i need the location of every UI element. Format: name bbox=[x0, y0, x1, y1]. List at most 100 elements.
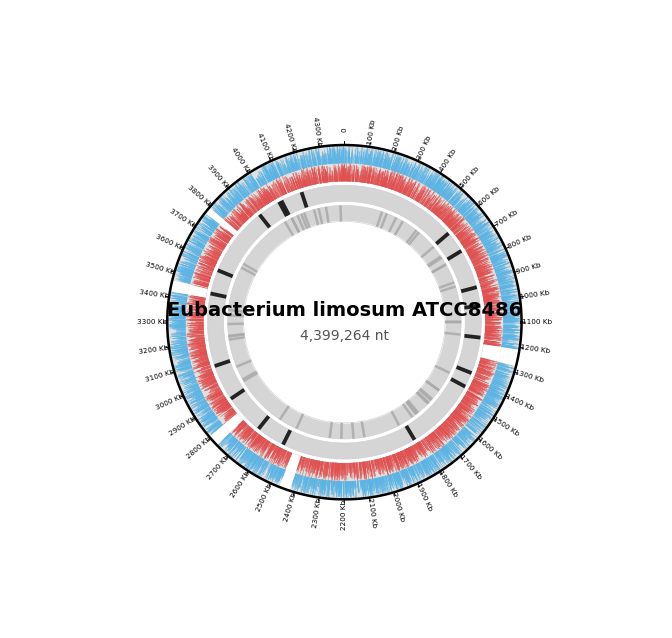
Polygon shape bbox=[476, 229, 482, 234]
Polygon shape bbox=[464, 397, 475, 404]
Polygon shape bbox=[185, 276, 192, 278]
Polygon shape bbox=[320, 156, 322, 165]
Polygon shape bbox=[471, 255, 484, 262]
Polygon shape bbox=[198, 234, 208, 241]
Polygon shape bbox=[386, 160, 389, 169]
Polygon shape bbox=[449, 198, 454, 203]
Polygon shape bbox=[231, 444, 243, 458]
Polygon shape bbox=[245, 211, 251, 218]
Polygon shape bbox=[495, 375, 507, 380]
Polygon shape bbox=[457, 233, 464, 238]
Polygon shape bbox=[175, 337, 186, 339]
Polygon shape bbox=[503, 336, 515, 338]
Polygon shape bbox=[469, 387, 480, 394]
Polygon shape bbox=[386, 457, 391, 474]
Polygon shape bbox=[185, 362, 191, 364]
Polygon shape bbox=[178, 373, 194, 378]
Polygon shape bbox=[361, 480, 362, 488]
Polygon shape bbox=[435, 365, 450, 374]
Polygon shape bbox=[245, 211, 251, 218]
Polygon shape bbox=[475, 224, 487, 232]
Polygon shape bbox=[211, 262, 216, 265]
Polygon shape bbox=[436, 211, 440, 216]
Polygon shape bbox=[312, 478, 314, 486]
Polygon shape bbox=[202, 271, 212, 276]
Polygon shape bbox=[216, 401, 228, 408]
Polygon shape bbox=[426, 195, 435, 207]
Polygon shape bbox=[427, 171, 436, 186]
Polygon shape bbox=[433, 175, 444, 191]
Polygon shape bbox=[262, 462, 269, 473]
Polygon shape bbox=[336, 463, 337, 469]
Polygon shape bbox=[278, 449, 283, 457]
Polygon shape bbox=[495, 372, 505, 376]
Polygon shape bbox=[184, 355, 189, 357]
Polygon shape bbox=[454, 200, 462, 208]
Polygon shape bbox=[478, 276, 491, 280]
Polygon shape bbox=[437, 208, 446, 217]
Polygon shape bbox=[210, 237, 226, 247]
Polygon shape bbox=[479, 233, 489, 239]
Polygon shape bbox=[251, 434, 260, 447]
Polygon shape bbox=[331, 481, 333, 489]
Polygon shape bbox=[352, 169, 353, 182]
Polygon shape bbox=[192, 357, 208, 362]
Polygon shape bbox=[480, 284, 490, 287]
Polygon shape bbox=[481, 287, 491, 290]
Polygon shape bbox=[495, 269, 505, 273]
Polygon shape bbox=[485, 317, 501, 318]
Polygon shape bbox=[503, 309, 515, 310]
Polygon shape bbox=[169, 309, 186, 311]
Polygon shape bbox=[208, 259, 216, 263]
Polygon shape bbox=[460, 403, 472, 412]
Polygon shape bbox=[395, 158, 400, 172]
Polygon shape bbox=[416, 391, 429, 404]
Polygon shape bbox=[180, 335, 186, 336]
Polygon shape bbox=[324, 480, 325, 489]
Polygon shape bbox=[503, 332, 513, 333]
Polygon shape bbox=[174, 316, 185, 317]
Polygon shape bbox=[501, 346, 516, 350]
Polygon shape bbox=[285, 156, 292, 172]
Polygon shape bbox=[241, 192, 245, 198]
Polygon shape bbox=[380, 156, 383, 167]
Polygon shape bbox=[194, 300, 205, 302]
Polygon shape bbox=[220, 408, 233, 417]
Polygon shape bbox=[296, 475, 300, 490]
Polygon shape bbox=[192, 283, 208, 287]
Polygon shape bbox=[311, 150, 315, 166]
Polygon shape bbox=[272, 445, 276, 450]
Polygon shape bbox=[407, 170, 410, 176]
Polygon shape bbox=[298, 173, 303, 188]
Polygon shape bbox=[417, 191, 424, 202]
Polygon shape bbox=[401, 182, 407, 193]
Polygon shape bbox=[503, 322, 515, 323]
Polygon shape bbox=[373, 151, 376, 166]
Polygon shape bbox=[285, 157, 291, 173]
Polygon shape bbox=[381, 458, 383, 463]
Polygon shape bbox=[346, 481, 347, 493]
Polygon shape bbox=[478, 276, 486, 279]
Polygon shape bbox=[499, 279, 511, 283]
Polygon shape bbox=[484, 298, 498, 301]
Polygon shape bbox=[452, 226, 458, 232]
Polygon shape bbox=[176, 338, 186, 339]
Polygon shape bbox=[321, 480, 323, 486]
Polygon shape bbox=[236, 423, 247, 434]
Polygon shape bbox=[253, 454, 257, 459]
Polygon shape bbox=[388, 171, 394, 188]
Polygon shape bbox=[212, 399, 227, 410]
Polygon shape bbox=[198, 375, 214, 382]
Polygon shape bbox=[335, 481, 336, 495]
Polygon shape bbox=[376, 478, 380, 493]
Polygon shape bbox=[472, 417, 486, 428]
Polygon shape bbox=[318, 461, 320, 468]
Polygon shape bbox=[192, 237, 206, 245]
Polygon shape bbox=[310, 478, 312, 484]
Polygon shape bbox=[198, 299, 205, 300]
Polygon shape bbox=[503, 304, 509, 306]
Polygon shape bbox=[485, 309, 496, 311]
Polygon shape bbox=[276, 447, 278, 450]
Polygon shape bbox=[485, 312, 492, 313]
Polygon shape bbox=[194, 361, 209, 366]
